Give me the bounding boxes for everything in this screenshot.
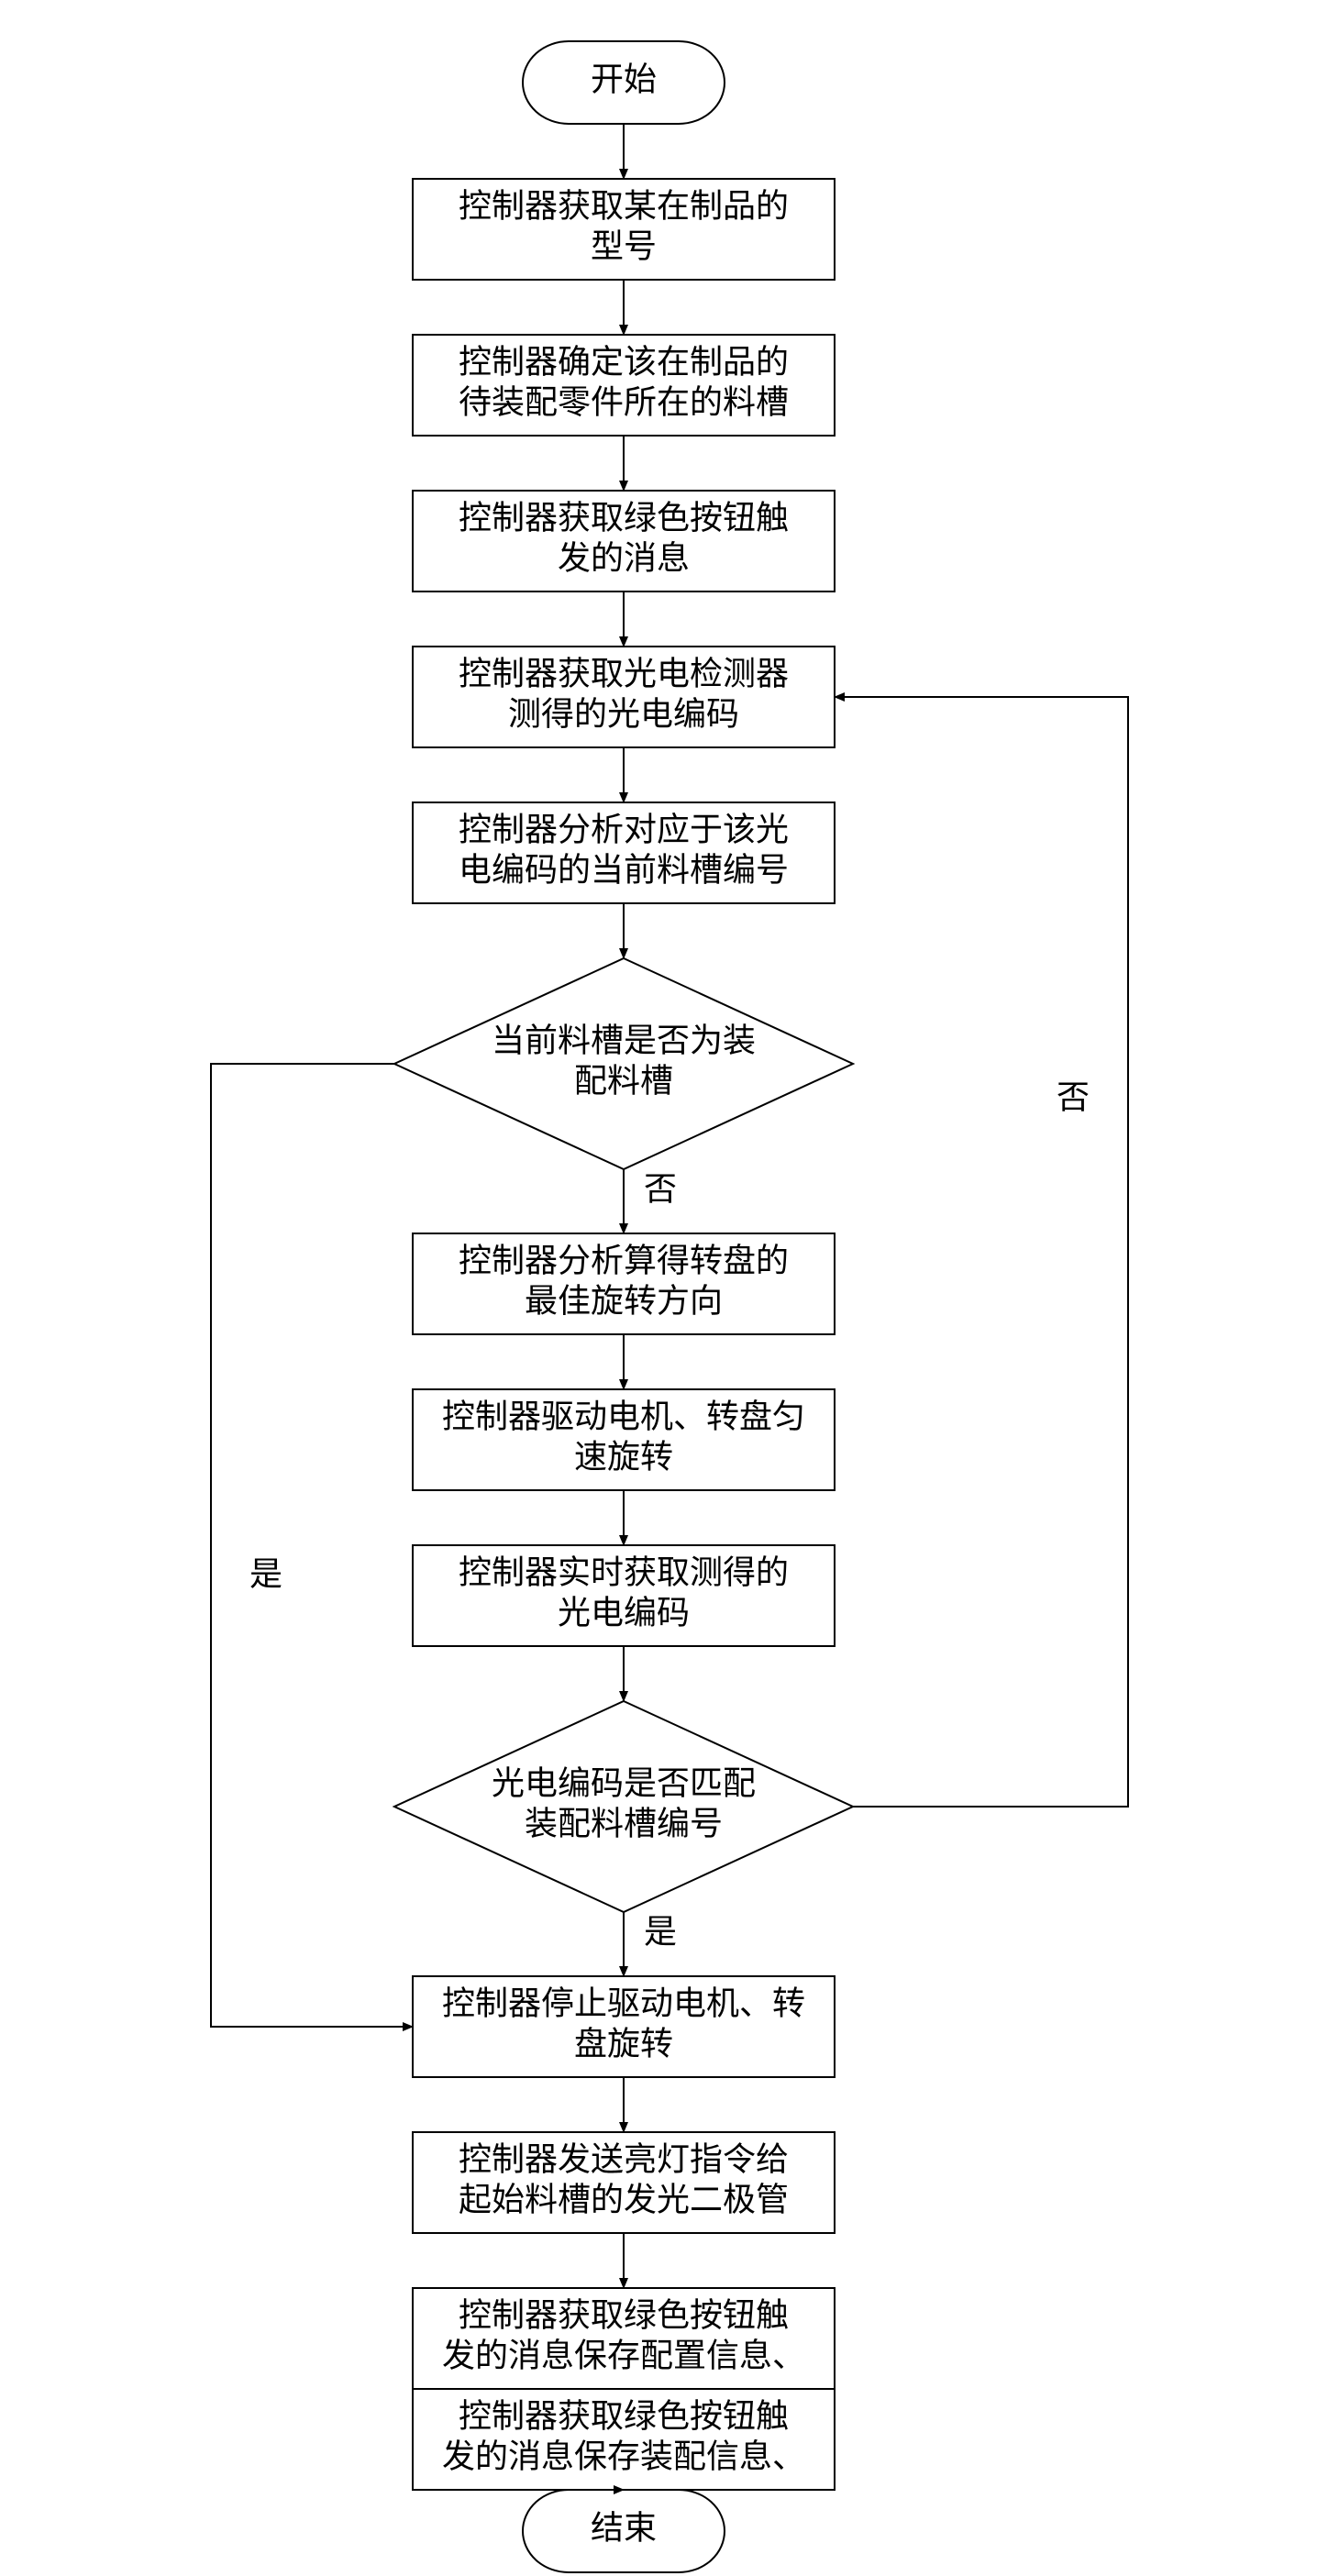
node-p6: 控制器分析算得转盘的最佳旋转方向 bbox=[413, 1233, 835, 1334]
node-text-line: 控制器获取绿色按钮触 bbox=[459, 2397, 789, 2434]
edge bbox=[835, 697, 1128, 1807]
node-end: 结束 bbox=[523, 2490, 725, 2572]
edge-label: 是 bbox=[644, 1913, 677, 1950]
node-p7: 控制器驱动电机、转盘匀速旋转 bbox=[413, 1389, 835, 1490]
node-d1: 当前料槽是否为装配料槽 bbox=[394, 958, 853, 1169]
node-text-line: 控制器获取某在制品的 bbox=[459, 187, 789, 224]
node-text-line: 控制器驱动电机、转盘匀 bbox=[442, 1398, 805, 1434]
node-text-line: 控制器确定该在制品的 bbox=[459, 343, 789, 380]
node-p10: 控制器发送亮灯指令给起始料槽的发光二极管 bbox=[413, 2132, 835, 2233]
node-text-line: 发的消息 bbox=[558, 539, 690, 576]
node-text-line: 速旋转 bbox=[574, 1438, 673, 1475]
node-text-line: 配料槽 bbox=[574, 1062, 673, 1099]
node-p11: 控制器获取绿色按钮触发的消息保存配置信息、 bbox=[413, 2288, 835, 2389]
node-p4: 控制器获取光电检测器测得的光电编码 bbox=[413, 647, 835, 747]
node-text-line: 最佳旋转方向 bbox=[525, 1282, 723, 1319]
node-text-line: 控制器获取绿色按钮触 bbox=[459, 2296, 789, 2333]
node-d2: 光电编码是否匹配装配料槽编号 bbox=[394, 1701, 853, 1912]
node-text-line: 结束 bbox=[591, 2509, 657, 2546]
node-text-line: 发的消息保存装配信息、 bbox=[442, 2438, 805, 2474]
node-text-line: 控制器停止驱动电机、转 bbox=[442, 1985, 805, 2021]
node-p9: 控制器停止驱动电机、转盘旋转 bbox=[413, 1976, 835, 2077]
node-text-line: 控制器获取光电检测器 bbox=[459, 655, 789, 691]
node-p1: 控制器获取某在制品的型号 bbox=[413, 179, 835, 280]
node-start: 开始 bbox=[523, 41, 725, 124]
node-p8: 控制器实时获取测得的光电编码 bbox=[413, 1545, 835, 1646]
node-text-line: 盘旋转 bbox=[574, 2025, 673, 2062]
node-text-line: 控制器分析算得转盘的 bbox=[459, 1242, 789, 1278]
node-text-line: 控制器实时获取测得的 bbox=[459, 1553, 789, 1590]
node-text-line: 控制器获取绿色按钮触 bbox=[459, 499, 789, 536]
node-text-line: 待装配零件所在的料槽 bbox=[459, 383, 789, 420]
node-text-line: 测得的光电编码 bbox=[508, 695, 739, 732]
node-p12: 控制器获取绿色按钮触发的消息保存装配信息、 bbox=[413, 2389, 835, 2490]
edge-label: 是 bbox=[249, 1555, 282, 1592]
node-text-line: 电编码的当前料槽编号 bbox=[459, 851, 789, 888]
node-text-line: 光电编码是否匹配 bbox=[492, 1764, 756, 1801]
node-text-line: 光电编码 bbox=[558, 1594, 690, 1631]
node-text-line: 控制器发送亮灯指令给 bbox=[459, 2140, 789, 2177]
node-p3: 控制器获取绿色按钮触发的消息 bbox=[413, 491, 835, 591]
node-text-line: 开始 bbox=[591, 61, 657, 97]
edge bbox=[211, 1064, 413, 2027]
edge-label: 否 bbox=[644, 1170, 677, 1207]
node-text-line: 控制器分析对应于该光 bbox=[459, 811, 789, 847]
node-text-line: 装配料槽编号 bbox=[525, 1805, 723, 1841]
node-text-line: 当前料槽是否为装 bbox=[492, 1022, 756, 1058]
node-text-line: 起始料槽的发光二极管 bbox=[459, 2181, 789, 2217]
node-text-line: 型号 bbox=[591, 227, 657, 264]
node-p2: 控制器确定该在制品的待装配零件所在的料槽 bbox=[413, 335, 835, 436]
node-p5: 控制器分析对应于该光电编码的当前料槽编号 bbox=[413, 802, 835, 903]
edge-label: 否 bbox=[1057, 1078, 1090, 1115]
node-text-line: 发的消息保存配置信息、 bbox=[442, 2337, 805, 2373]
